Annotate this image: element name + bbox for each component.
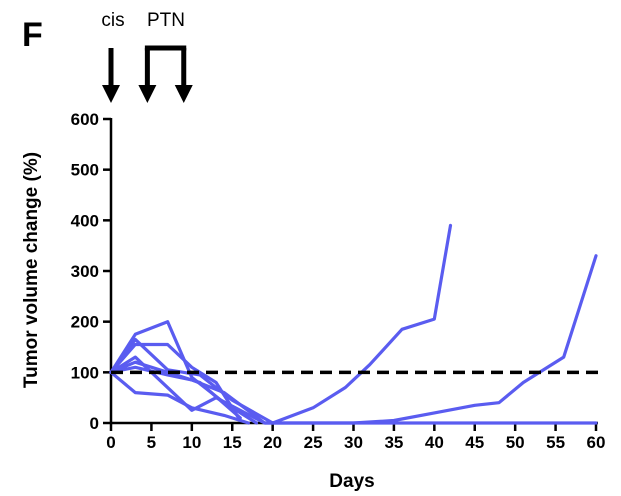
cis-label: cis [101, 10, 124, 31]
y-axis-title: Tumor volume change (%) [21, 152, 42, 388]
x-tick-label: 50 [506, 433, 525, 452]
treatment-arrows [102, 45, 193, 103]
x-tick-label: 40 [425, 433, 444, 452]
ptn-arrow-head [138, 85, 157, 103]
series-line [109, 342, 242, 423]
x-tick-label: 20 [263, 433, 282, 452]
x-tick-label: 15 [223, 433, 242, 452]
y-tick-label: 100 [71, 363, 99, 382]
panel-letter: F [22, 16, 43, 54]
ticks: 0 100 200 300 400 500 600 0 5 10 15 20 25 30 35 40 45 50 5… [71, 110, 606, 452]
x-tick-label: 55 [546, 433, 565, 452]
y-tick-label: 400 [71, 211, 99, 230]
series-line [109, 254, 598, 425]
ptn-label: PTN [147, 10, 185, 31]
series-line [109, 370, 250, 425]
series-line [109, 223, 453, 425]
y-tick-label: 300 [71, 262, 99, 281]
x-tick-label: 10 [182, 433, 201, 452]
x-tick-label: 25 [304, 433, 323, 452]
y-tick-label: 500 [71, 161, 99, 180]
y-tick-label: 200 [71, 313, 99, 332]
series-line [109, 360, 242, 420]
series-lines [109, 223, 598, 425]
x-tick-label: 35 [384, 433, 403, 452]
x-tick-label: 0 [106, 433, 115, 452]
y-tick-label: 0 [90, 414, 99, 433]
x-tick-label: 60 [587, 433, 606, 452]
x-axis-title: Days [329, 471, 374, 492]
ptn-arrow-head [174, 85, 193, 103]
x-tick-label: 5 [147, 433, 156, 452]
cis-arrow-head [102, 85, 120, 103]
x-tick-label: 45 [465, 433, 484, 452]
series-line [109, 355, 598, 425]
y-tick-label: 600 [71, 110, 99, 129]
x-tick-label: 30 [344, 433, 363, 452]
